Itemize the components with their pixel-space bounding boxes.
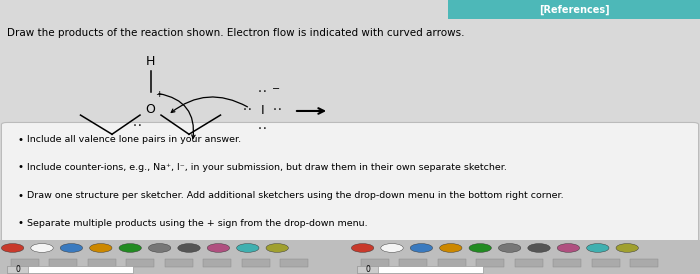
Text: I: I: [260, 104, 265, 118]
Bar: [0, 240, 700, 274]
Bar: [630, 259, 658, 267]
Circle shape: [381, 244, 403, 252]
Text: ··: ··: [257, 87, 268, 97]
Circle shape: [119, 244, 141, 252]
Circle shape: [148, 244, 171, 252]
Bar: [10, 259, 38, 267]
Text: H: H: [146, 55, 155, 68]
Bar: [280, 259, 308, 267]
Bar: [399, 259, 427, 267]
Text: Include counter-ions, e.g., Na⁺, I⁻, in your submission, but draw them in their : Include counter-ions, e.g., Na⁺, I⁻, in …: [27, 163, 507, 172]
Bar: [448, 0, 700, 19]
Bar: [164, 259, 193, 267]
Text: ··: ··: [132, 121, 144, 131]
FancyArrowPatch shape: [159, 94, 195, 138]
Text: •: •: [18, 218, 24, 228]
Text: •: •: [18, 162, 24, 172]
Text: +: +: [155, 90, 162, 99]
Circle shape: [351, 244, 374, 252]
Bar: [553, 259, 581, 267]
Text: ··: ··: [272, 105, 284, 115]
Bar: [438, 259, 466, 267]
Circle shape: [587, 244, 609, 252]
Circle shape: [498, 244, 521, 252]
Text: O: O: [146, 103, 155, 116]
Circle shape: [60, 244, 83, 252]
Text: •: •: [18, 191, 24, 201]
Circle shape: [557, 244, 580, 252]
Bar: [88, 259, 116, 267]
Circle shape: [237, 244, 259, 252]
Text: ··: ··: [257, 124, 268, 134]
FancyBboxPatch shape: [1, 122, 699, 242]
Bar: [203, 259, 231, 267]
Bar: [7, 266, 133, 273]
Bar: [360, 259, 388, 267]
Bar: [514, 259, 542, 267]
Circle shape: [31, 244, 53, 252]
Circle shape: [178, 244, 200, 252]
Bar: [592, 259, 620, 267]
Text: 0: 0: [15, 265, 20, 274]
Text: ··: ··: [241, 105, 253, 115]
Bar: [126, 259, 154, 267]
Circle shape: [1, 244, 24, 252]
Text: [References]: [References]: [539, 4, 609, 15]
Bar: [357, 266, 483, 273]
Circle shape: [90, 244, 112, 252]
Text: Draw the products of the reaction shown. Electron flow is indicated with curved : Draw the products of the reaction shown.…: [7, 28, 465, 38]
Circle shape: [469, 244, 491, 252]
Circle shape: [616, 244, 638, 252]
Circle shape: [266, 244, 288, 252]
Bar: [476, 259, 504, 267]
Text: 0: 0: [365, 265, 370, 274]
Text: Separate multiple products using the + sign from the drop-down menu.: Separate multiple products using the + s…: [27, 219, 368, 228]
Bar: [357, 266, 378, 273]
Text: Include all valence lone pairs in your answer.: Include all valence lone pairs in your a…: [27, 135, 241, 144]
Text: •: •: [18, 135, 24, 145]
Bar: [241, 259, 270, 267]
Bar: [49, 259, 77, 267]
Bar: [7, 266, 28, 273]
Text: Draw one structure per sketcher. Add additional sketchers using the drop-down me: Draw one structure per sketcher. Add add…: [27, 192, 564, 200]
Circle shape: [440, 244, 462, 252]
FancyArrowPatch shape: [172, 97, 248, 112]
Circle shape: [410, 244, 433, 252]
Circle shape: [207, 244, 230, 252]
Text: −: −: [272, 84, 281, 94]
Circle shape: [528, 244, 550, 252]
